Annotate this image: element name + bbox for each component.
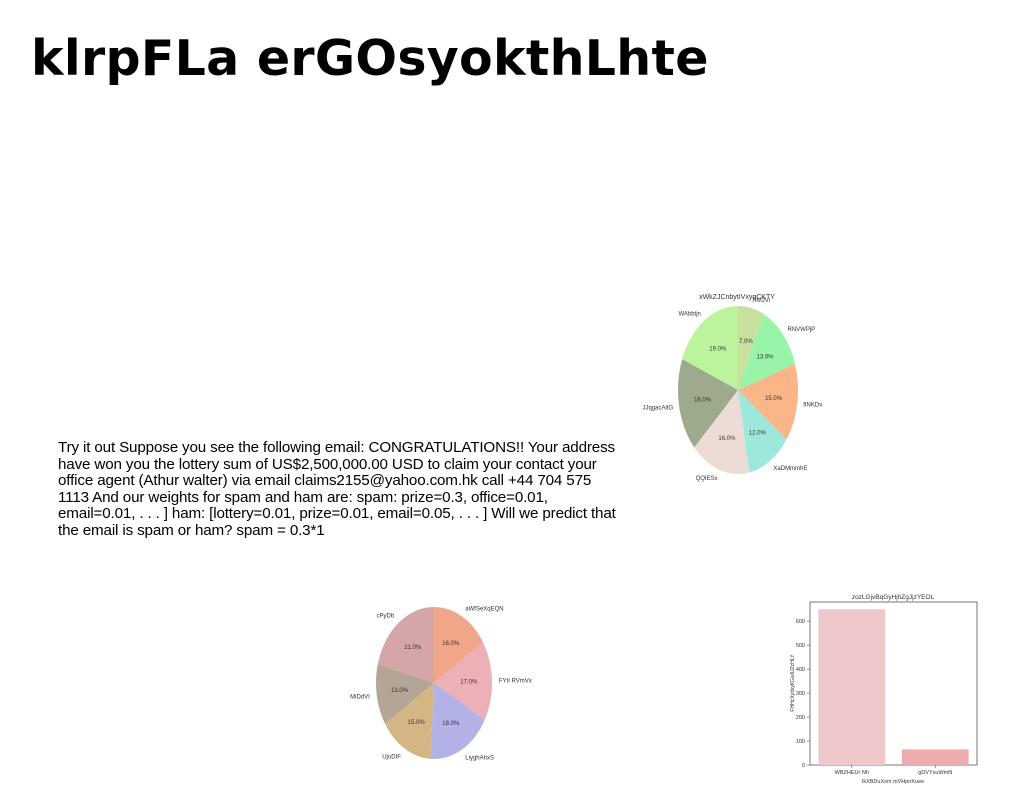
pie-category-label: QQIESx — [696, 476, 718, 482]
pie-slice — [694, 390, 750, 474]
bar — [901, 749, 969, 765]
y-tick-label: 400 — [796, 667, 805, 673]
pie-slice — [738, 364, 798, 440]
pie-value-label: 21.0% — [404, 645, 422, 651]
y-tick-label: 600 — [796, 619, 805, 625]
pie-category-label: XaDMmmhE — [773, 466, 807, 472]
pie-category-label: RNVWPjP — [788, 327, 816, 333]
bar-chart: zozLGjvBqGyHjhZgJjzYEOL FHHcXydxyKGwIlJZ… — [790, 594, 978, 785]
y-tick-label: 0 — [802, 763, 805, 769]
y-tick-label: 100 — [796, 739, 805, 745]
y-tick-label: 300 — [796, 691, 805, 697]
pie-slice — [434, 607, 483, 683]
pie-slice — [682, 306, 738, 390]
pie-slice — [738, 306, 764, 390]
pie-value-label: 17.0% — [460, 680, 478, 686]
pie-category-label: LiyghAhxS — [465, 756, 494, 762]
slide-title: klrpFLa erGOsyokthLhte — [31, 30, 709, 87]
pie-slice — [375, 664, 434, 724]
pie-category-label: RMJVi — [752, 298, 770, 304]
plot-frame — [809, 601, 978, 766]
pie-slice — [738, 313, 796, 390]
pie-chart-1: xWkZJCnbytIVxyqCKTY 7.0% RMJVi 13.0% RNVWPj… — [643, 294, 823, 482]
pie-category-label: UjoDIF — [382, 754, 401, 760]
pie-category-label: fINKDv — [803, 403, 822, 409]
bar — [818, 609, 886, 765]
pie-category-label: WAbbtjn — [678, 312, 700, 318]
pie-category-label: MiDdVI — [350, 694, 370, 700]
pie-value-label: 18.0% — [694, 397, 712, 403]
pie-value-label: 15.0% — [765, 396, 783, 402]
pie-slice — [738, 390, 787, 473]
body-paragraph: Try it out Suppose you see the following… — [58, 439, 616, 539]
pie-value-label: 19.0% — [709, 346, 727, 352]
pie-value-label: 13.0% — [756, 355, 774, 361]
pie-value-label: 12.0% — [749, 431, 767, 437]
chart-title: xWkZJCnbytIVxyqCKTY — [699, 294, 775, 301]
pie-category-label: JJqgacAltG — [643, 405, 674, 411]
pie-slice — [430, 683, 485, 760]
pie-value-label: 16.0% — [718, 436, 736, 442]
x-axis-label: IkXBDuXsm mVHpnKuee — [862, 779, 924, 785]
pie-value-label: 18.0% — [442, 721, 460, 727]
pie-category-label: aWfSeXqEQN — [465, 606, 503, 612]
pie-value-label: 15.0% — [408, 720, 426, 726]
pie-value-label: 16.0% — [442, 641, 460, 647]
x-tick-label: WBZHEUr Nh — [835, 770, 869, 776]
pie-chart-2: 16.0% aWfSeXqEQN 17.0% FYtI RVmVx 18.0% Liygh… — [350, 606, 532, 762]
pie-category-label: cPyDb — [377, 614, 395, 620]
pie-slice — [385, 683, 434, 759]
pie-slice — [677, 359, 738, 448]
pie-value-label: 13.0% — [391, 688, 409, 694]
y-tick-label: 200 — [796, 715, 805, 721]
y-axis-label: FHHcXydxyKGwIlJZcHLY — [790, 654, 796, 712]
y-tick-label: 500 — [796, 643, 805, 649]
chart-title: zozLGjvBqGyHjhZgJjzYEOL — [852, 594, 935, 601]
pie-slice — [377, 607, 434, 683]
x-tick-label: gDVYsuWmN — [918, 770, 952, 776]
pie-value-label: 7.0% — [739, 339, 753, 345]
pie-category-label: FYtI RVmVx — [499, 678, 532, 684]
pie-slice — [434, 642, 493, 720]
